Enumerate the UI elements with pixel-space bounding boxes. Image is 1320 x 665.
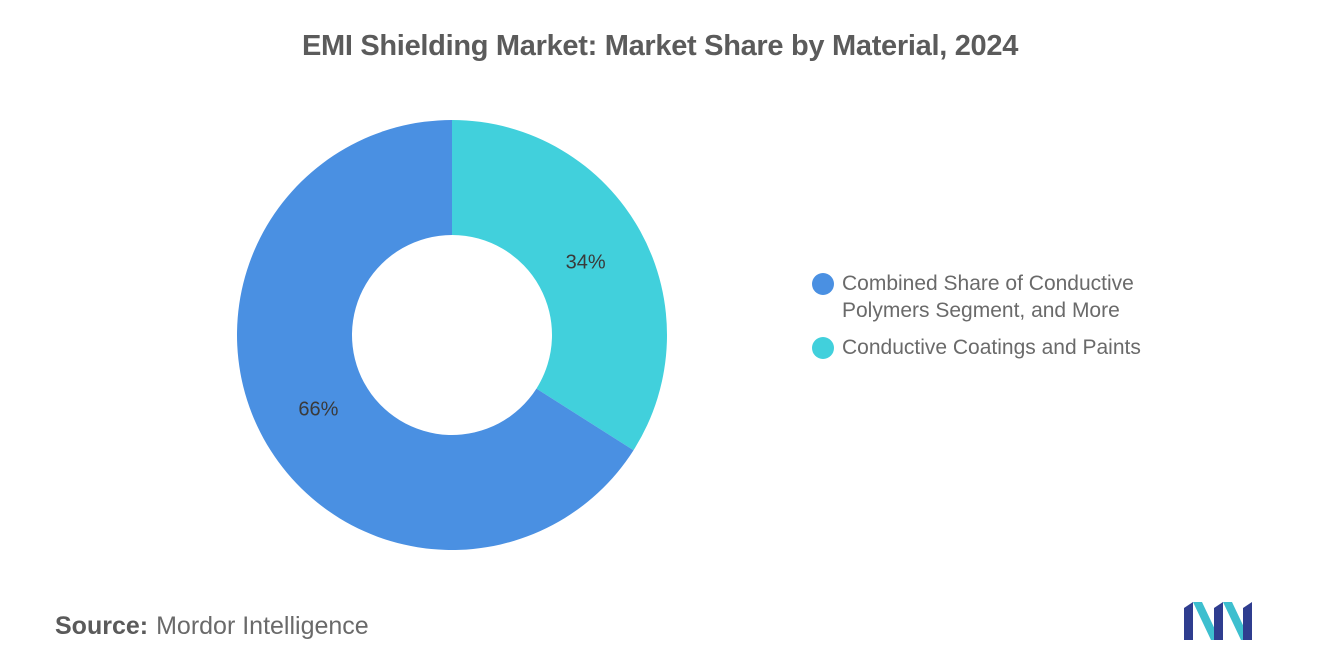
donut-slice-label-0: 34% <box>566 252 606 274</box>
mordor-intelligence-logo-icon <box>1184 602 1252 640</box>
legend-label-conductive-coatings: Conductive Coatings and Paints <box>842 336 1141 359</box>
donut-slice-1[interactable] <box>236 120 634 550</box>
legend-swatch-conductive-coatings <box>812 337 834 359</box>
chart-legend: Combined Share of Conductive Polymers Se… <box>812 270 1232 371</box>
legend-label-combined-share-line1: Combined Share of Conductive <box>842 272 1134 295</box>
chart-title: EMI Shielding Market: Market Share by Ma… <box>301 30 1019 62</box>
donut-slice-label-1: 66% <box>298 399 338 421</box>
legend-label-combined-share: Combined Share of Conductive Polymers Se… <box>842 270 1134 324</box>
legend-item-combined-share[interactable]: Combined Share of Conductive Polymers Se… <box>812 270 1232 324</box>
legend-label-combined-share-line2: Polymers Segment, and More <box>842 299 1120 322</box>
logo-middle-bar <box>1214 602 1223 640</box>
logo-right-bar <box>1243 602 1252 640</box>
legend-swatch-combined-share <box>812 273 834 295</box>
donut-slices <box>236 120 667 550</box>
source-value: Mordor Intelligence <box>156 612 369 640</box>
logo-diagonal-1 <box>1193 602 1220 640</box>
source-footer: Source: Mordor Intelligence <box>55 612 369 641</box>
donut-slice-0[interactable] <box>452 120 667 451</box>
donut-slice-labels: 34% 66% <box>298 252 605 421</box>
logo-left-bar <box>1184 602 1193 640</box>
source-key: Source: <box>55 612 149 640</box>
legend-item-conductive-coatings[interactable]: Conductive Coatings and Paints <box>812 334 1232 361</box>
